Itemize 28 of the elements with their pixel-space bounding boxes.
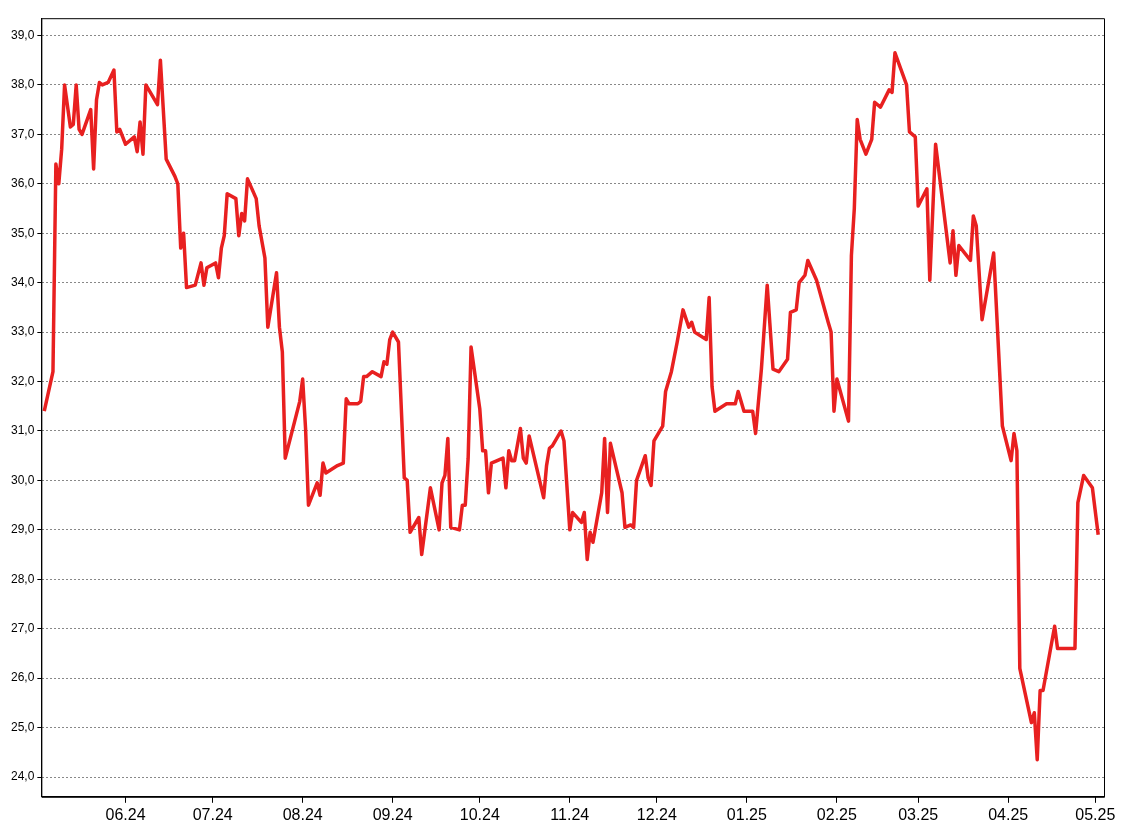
y-tick-label: 25,0: [11, 719, 35, 734]
y-tick-label: 31,0: [11, 423, 35, 438]
y-tick-label: 26,0: [11, 670, 35, 685]
y-tick-label: 34,0: [11, 274, 35, 289]
y-tick-label: 30,0: [11, 472, 35, 487]
y-tick-label: 32,0: [11, 373, 35, 388]
y-tick-label: 29,0: [11, 522, 35, 537]
y-tick-label: 37,0: [11, 126, 35, 141]
y-tick-label: 24,0: [11, 769, 35, 784]
x-tick-label: 04.25: [988, 805, 1029, 823]
x-tick-label: 11.24: [550, 805, 590, 823]
y-tick-label: 35,0: [11, 225, 35, 240]
x-tick-label: 01.25: [726, 805, 767, 823]
y-tick-label: 39,0: [11, 27, 35, 42]
x-tick-label: 05.25: [1075, 805, 1116, 823]
x-tick-label: 10.24: [459, 805, 500, 823]
x-tick-label: 03.25: [898, 805, 939, 823]
x-tick-label: 09.24: [372, 805, 413, 823]
x-tick-label: 07.24: [192, 805, 233, 823]
x-tick-label: 02.25: [816, 805, 857, 823]
x-tick-label: 06.24: [105, 805, 146, 823]
y-tick-label: 33,0: [11, 324, 35, 339]
y-tick-label: 36,0: [11, 176, 35, 191]
x-tick-label: 08.24: [282, 805, 323, 823]
y-tick-label: 27,0: [11, 621, 35, 636]
x-tick-label: 12.24: [636, 805, 677, 823]
y-tick-label: 28,0: [11, 571, 35, 586]
y-tick-label: 38,0: [11, 77, 35, 92]
